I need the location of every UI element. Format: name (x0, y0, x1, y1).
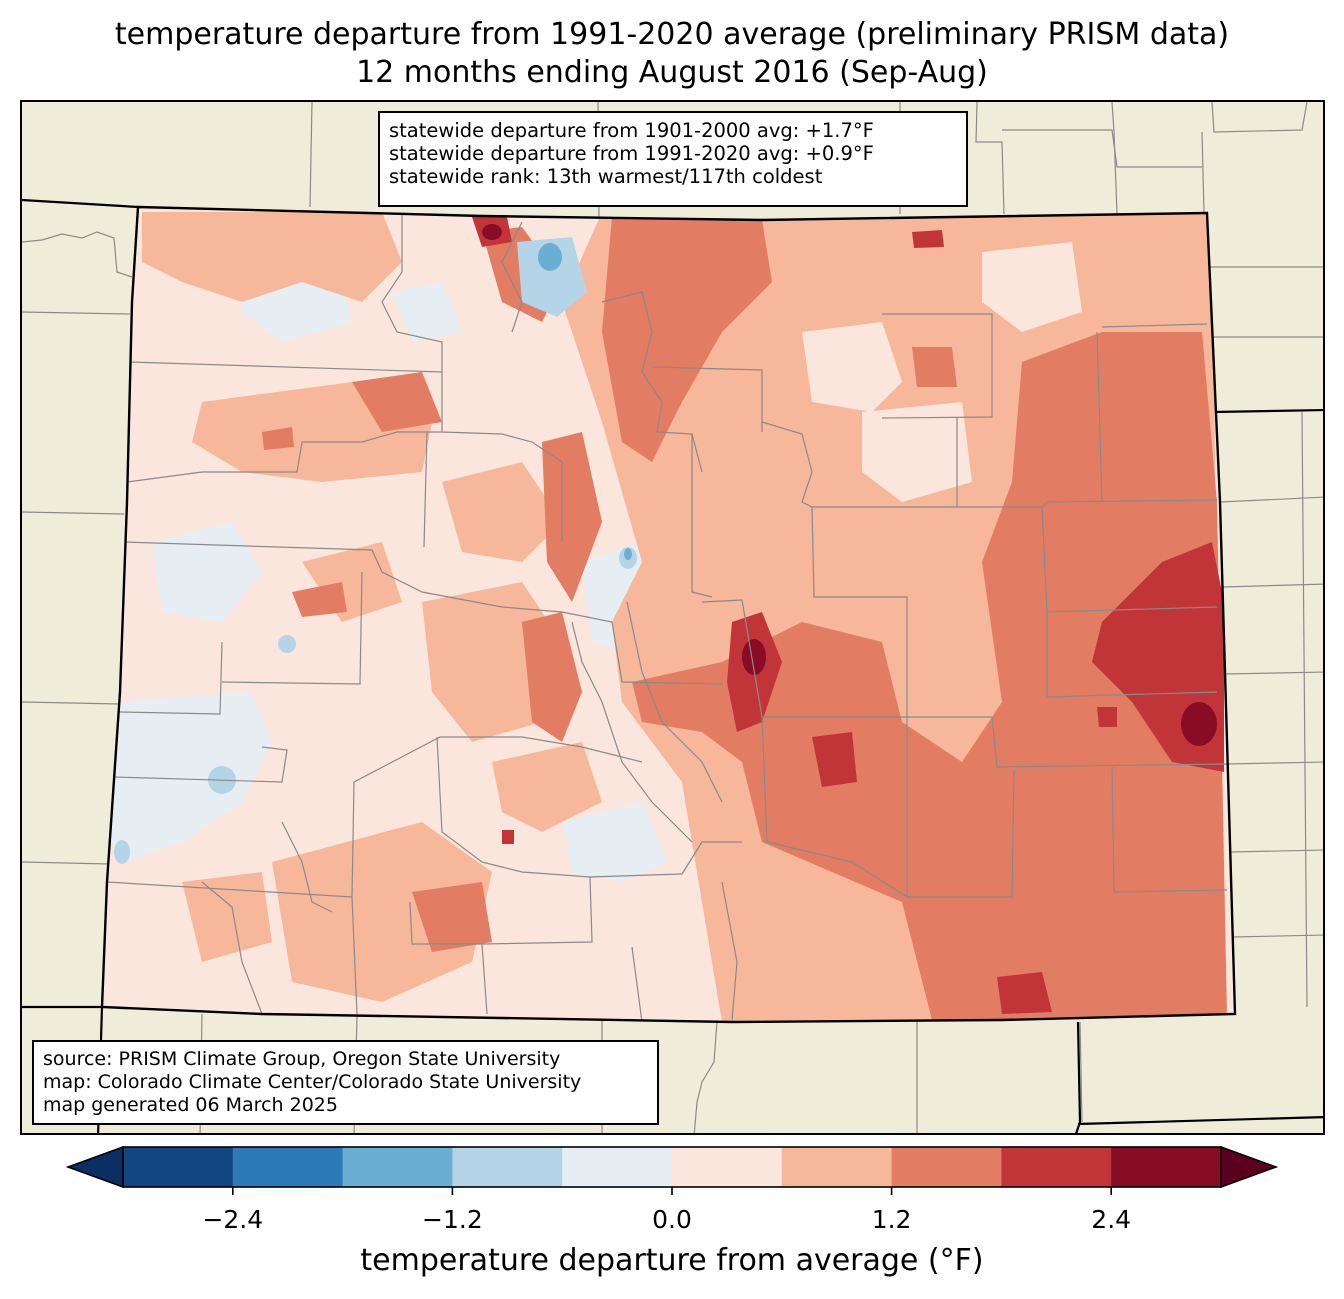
colorbar-bin (452, 1147, 563, 1187)
colorbar-tick-label: 0.0 (652, 1205, 692, 1234)
colorbar-bin (123, 1147, 234, 1187)
colorbar-bin (1111, 1147, 1222, 1187)
map-subtitle: 12 months ending August 2016 (Sep-Aug) (356, 55, 988, 90)
credits-box: source: PRISM Climate Group, Oregon Stat… (32, 1040, 659, 1125)
colorbar-tick-label: 1.2 (871, 1205, 912, 1234)
colorbar-tick-label: 2.4 (1091, 1205, 1132, 1234)
colorbar-bin (1001, 1147, 1112, 1187)
colorbar-bin (562, 1147, 673, 1187)
colorbar-bin (891, 1147, 1002, 1187)
colorbar-bin (781, 1147, 893, 1187)
colorbar-tick-label: −1.2 (422, 1205, 483, 1234)
temperature-contours (102, 207, 1235, 1022)
colorbar-bin (672, 1147, 783, 1187)
colorado-county-lines (106, 212, 1228, 1022)
colorbar-bin (232, 1147, 344, 1187)
colorado-border (100, 205, 1237, 1024)
stats-departure-1991-2020: statewide departure from 1991-2020 avg: … (389, 142, 874, 165)
credits-generated: map generated 06 March 2025 (43, 1094, 338, 1116)
credits-map: map: Colorado Climate Center/Colorado St… (43, 1071, 582, 1093)
credits-source: source: PRISM Climate Group, Oregon Stat… (43, 1048, 561, 1070)
stats-rank: statewide rank: 13th warmest/117th colde… (389, 165, 823, 188)
statewide-stats-box: statewide departure from 1901-2000 avg: … (378, 111, 968, 207)
colorbar-label: temperature departure from average (°F) (360, 1243, 984, 1278)
stats-departure-1901-2000: statewide departure from 1901-2000 avg: … (389, 119, 874, 142)
colorbar-bin (342, 1147, 453, 1187)
colorbar-over-arrow (1220, 1145, 1279, 1189)
colorado-map (22, 102, 1323, 1133)
colorbar-under-arrow (65, 1145, 124, 1189)
map-title: temperature departure from 1991-2020 ave… (114, 17, 1230, 52)
colorbar (65, 1145, 1279, 1195)
colorbar-tick-label: −2.4 (202, 1205, 264, 1234)
map-panel (20, 100, 1325, 1135)
